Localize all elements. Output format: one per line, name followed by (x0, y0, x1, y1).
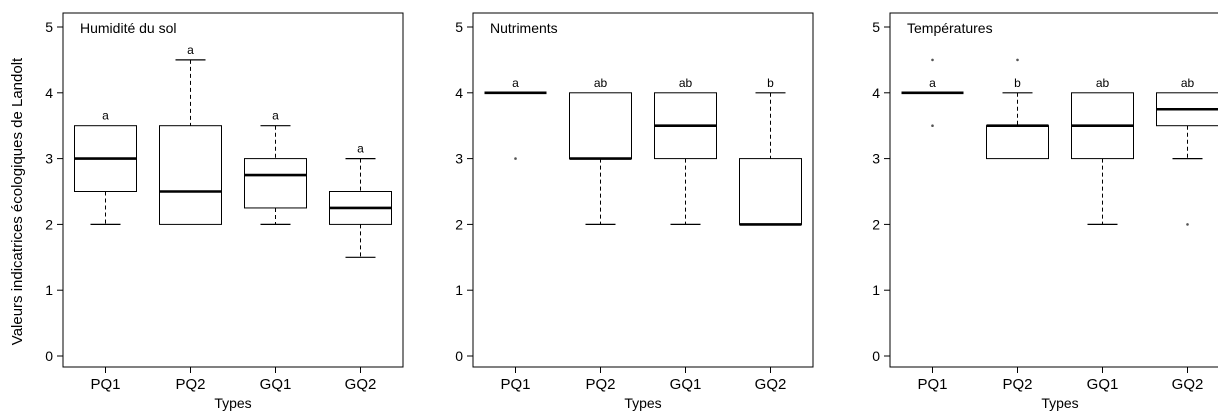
x-axis-label: Types (1041, 395, 1078, 411)
significance-letter: ab (594, 76, 608, 90)
y-tick-label: 3 (45, 151, 53, 167)
y-tick-label: 3 (455, 151, 463, 167)
x-tick-label: GQ2 (1172, 376, 1204, 393)
significance-letter: a (929, 76, 936, 90)
y-tick-label: 4 (45, 85, 53, 101)
y-tick-label: 2 (455, 216, 463, 232)
significance-letter: ab (1181, 76, 1195, 90)
y-tick-label: 5 (872, 19, 880, 35)
significance-letter: ab (1096, 76, 1110, 90)
significance-letter: a (102, 109, 109, 123)
chart-title: Températures (907, 20, 993, 36)
box (739, 158, 802, 225)
x-tick-label: PQ1 (90, 376, 120, 393)
significance-letter: a (512, 76, 519, 90)
significance-letter: a (187, 43, 194, 57)
plot-frame (889, 12, 1218, 368)
significance-letter: a (272, 109, 279, 123)
chart-title: Humidité du sol (80, 20, 177, 36)
y-tick-label: 0 (872, 348, 880, 364)
plot-frame (472, 12, 814, 368)
y-tick-label: 3 (872, 151, 880, 167)
outlier-point (514, 157, 517, 160)
chart-title: Nutriments (490, 20, 558, 36)
x-tick-label: GQ1 (1087, 376, 1119, 393)
box (159, 125, 222, 225)
x-tick-label: PQ2 (1002, 376, 1032, 393)
x-tick-label: GQ2 (755, 376, 787, 393)
y-tick-label: 4 (455, 85, 463, 101)
x-tick-label: GQ2 (345, 376, 377, 393)
outlier-point (931, 124, 934, 127)
y-tick-label: 1 (455, 282, 463, 298)
outlier-point (931, 58, 934, 62)
significance-letter: b (767, 76, 774, 90)
y-tick-label: 2 (872, 216, 880, 232)
outlier-point (1186, 223, 1189, 226)
y-axis-label: Valeurs indicatrices écologiques de Land… (9, 57, 26, 345)
x-axis-label: Types (624, 395, 661, 411)
box (986, 125, 1049, 160)
outlier-point (1016, 58, 1019, 62)
y-tick-label: 5 (455, 19, 463, 35)
x-axis-label: Types (214, 395, 251, 411)
significance-letter: b (1014, 76, 1021, 90)
y-tick-label: 0 (455, 348, 463, 364)
x-tick-label: PQ1 (500, 376, 530, 393)
y-tick-label: 1 (872, 282, 880, 298)
x-tick-label: PQ1 (917, 376, 947, 393)
x-tick-label: GQ1 (260, 376, 292, 393)
y-tick-label: 5 (45, 19, 53, 35)
y-tick-label: 0 (45, 348, 53, 364)
box (569, 92, 632, 160)
plot-frame (62, 12, 404, 368)
y-tick-label: 2 (45, 216, 53, 232)
x-tick-label: PQ2 (585, 376, 615, 393)
y-tick-label: 4 (872, 85, 880, 101)
box (244, 158, 307, 209)
significance-letter: ab (679, 76, 693, 90)
y-tick-label: 1 (45, 282, 53, 298)
x-tick-label: PQ2 (175, 376, 205, 393)
x-tick-label: GQ1 (670, 376, 702, 393)
significance-letter: a (357, 142, 364, 156)
